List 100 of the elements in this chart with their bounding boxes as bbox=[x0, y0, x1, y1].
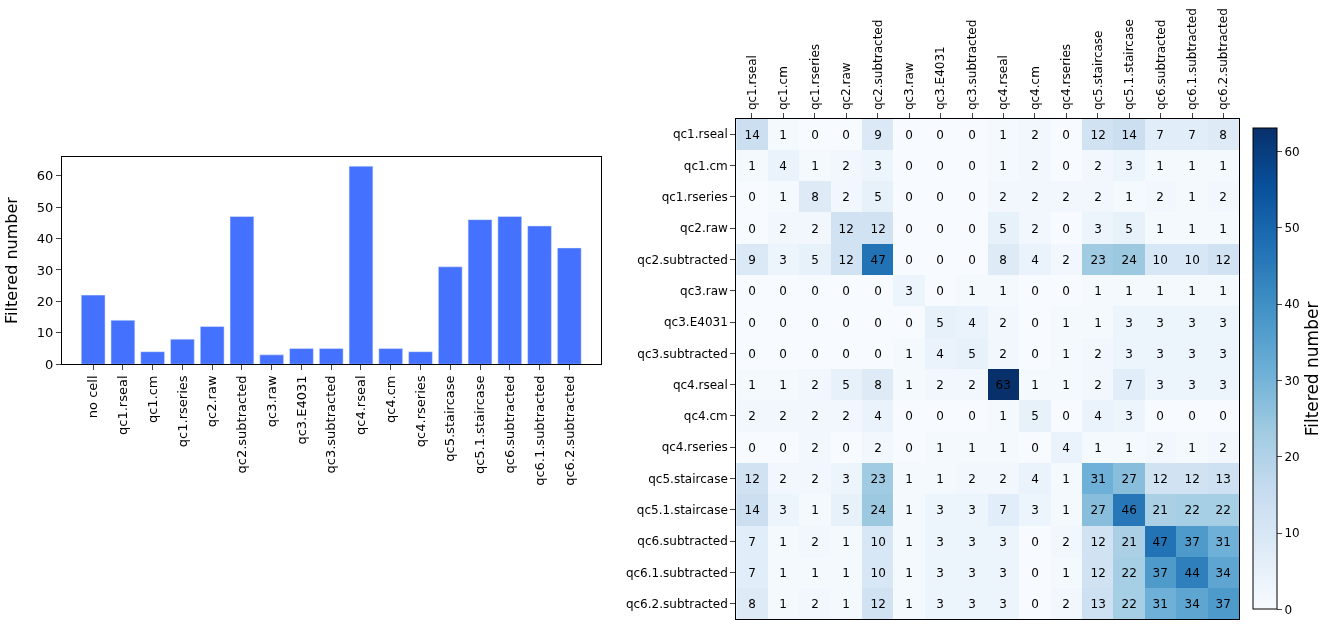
data-label: 4 bbox=[779, 158, 788, 173]
data-label: 1 bbox=[1125, 189, 1134, 204]
data-label: 12 bbox=[838, 252, 854, 267]
data-label: 0 bbox=[1062, 127, 1071, 142]
data-label: 12 bbox=[870, 221, 886, 236]
color-bar-label: 0 bbox=[1284, 602, 1293, 617]
data-label: 1 bbox=[842, 565, 851, 580]
data-label: 2 bbox=[748, 408, 757, 423]
x-tick-label: qc2.subtracted bbox=[234, 375, 250, 474]
data-label: 1 bbox=[1156, 221, 1165, 236]
data-label: 1 bbox=[842, 596, 851, 611]
data-label: 2 bbox=[1062, 534, 1071, 549]
data-label: 24 bbox=[1121, 252, 1137, 267]
data-label: 1 bbox=[1062, 377, 1071, 392]
y-tick-label: 10 bbox=[36, 325, 54, 341]
data-label: 7 bbox=[748, 534, 757, 549]
data-label: 2 bbox=[874, 440, 883, 455]
data-label: 0 bbox=[1031, 440, 1040, 455]
x-tick-label: qc4.rseal bbox=[996, 55, 1011, 111]
data-label: 1 bbox=[905, 502, 914, 517]
data-label: 1 bbox=[811, 158, 820, 173]
data-label: 0 bbox=[811, 127, 820, 142]
data-label: 0 bbox=[1031, 596, 1040, 611]
data-label: 34 bbox=[1215, 565, 1231, 580]
data-label: 0 bbox=[1062, 158, 1071, 173]
data-label: 3 bbox=[1156, 346, 1165, 361]
data-label: 12 bbox=[1215, 252, 1231, 267]
data-label: 3 bbox=[936, 534, 945, 549]
data-label: 3 bbox=[968, 502, 977, 517]
data-label: 1 bbox=[1156, 158, 1165, 173]
data-label: 0 bbox=[936, 158, 945, 173]
data-label: 0 bbox=[779, 283, 788, 298]
bar bbox=[229, 216, 255, 365]
data-label: 21 bbox=[1152, 502, 1168, 517]
data-label: 14 bbox=[744, 502, 760, 517]
data-label: 0 bbox=[1062, 283, 1071, 298]
data-label: 37 bbox=[1184, 534, 1200, 549]
color-bar-title: Filtered number bbox=[1301, 301, 1322, 437]
data-label: 1 bbox=[748, 377, 757, 392]
data-label: 1 bbox=[1062, 315, 1071, 330]
data-label: 2 bbox=[1094, 158, 1103, 173]
x-tick-label: qc3.subtracted bbox=[964, 19, 979, 111]
data-label: 2 bbox=[779, 221, 788, 236]
data-label: 1 bbox=[1062, 346, 1071, 361]
data-label: 3 bbox=[936, 502, 945, 517]
data-label: 3 bbox=[999, 596, 1008, 611]
data-label: 12 bbox=[1090, 127, 1106, 142]
data-label: 0 bbox=[1031, 534, 1040, 549]
bar bbox=[527, 225, 552, 365]
bar bbox=[557, 247, 582, 365]
data-label: 8 bbox=[874, 377, 883, 392]
data-label: 0 bbox=[748, 440, 757, 455]
x-tick-label: qc3.E4031 bbox=[293, 375, 309, 445]
data-label: 2 bbox=[968, 471, 977, 486]
data-label: 0 bbox=[1031, 565, 1040, 580]
data-label: 3 bbox=[1219, 377, 1228, 392]
data-label: 3 bbox=[779, 502, 788, 517]
data-label: 1 bbox=[1188, 158, 1197, 173]
data-label: 0 bbox=[811, 315, 820, 330]
x-tick-label: qc3.raw bbox=[263, 375, 279, 428]
data-label: 0 bbox=[1156, 408, 1165, 423]
x-tick-label: no cell bbox=[85, 375, 101, 419]
data-label: 2 bbox=[811, 377, 820, 392]
data-label: 1 bbox=[779, 377, 788, 392]
data-label: 1 bbox=[905, 471, 914, 486]
data-label: 10 bbox=[1152, 252, 1168, 267]
data-label: 12 bbox=[1152, 471, 1168, 486]
data-label: 0 bbox=[842, 440, 851, 455]
data-label: 1 bbox=[1219, 158, 1228, 173]
bar bbox=[319, 348, 344, 365]
data-label: 2 bbox=[1094, 377, 1103, 392]
y-tick-label: 20 bbox=[36, 293, 54, 309]
data-label: 0 bbox=[748, 283, 757, 298]
data-label: 23 bbox=[870, 471, 886, 486]
x-tick-label: qc2.raw bbox=[839, 62, 854, 111]
data-label: 2 bbox=[1094, 189, 1103, 204]
x-tick-label: qc6.1.subtracted bbox=[1185, 8, 1200, 111]
data-label: 46 bbox=[1121, 502, 1137, 517]
data-label: 2 bbox=[779, 408, 788, 423]
data-label: 12 bbox=[1184, 471, 1200, 486]
bar bbox=[80, 294, 106, 365]
color-bar-label: 10 bbox=[1284, 526, 1300, 541]
y-tick-label: qc3.E4031 bbox=[664, 315, 728, 330]
data-label: 5 bbox=[936, 315, 945, 330]
bar bbox=[348, 165, 374, 365]
data-label: 1 bbox=[1062, 502, 1071, 517]
data-label: 0 bbox=[1062, 408, 1071, 423]
data-label: 3 bbox=[1188, 346, 1197, 361]
data-label: 0 bbox=[905, 315, 914, 330]
data-label: 13 bbox=[1090, 596, 1106, 611]
bar bbox=[408, 351, 433, 365]
x-tick-label: qc6.2.subtracted bbox=[1216, 8, 1231, 111]
data-label: 1 bbox=[936, 440, 945, 455]
data-label: 1 bbox=[1219, 283, 1228, 298]
data-label: 1 bbox=[1094, 440, 1103, 455]
data-label: 0 bbox=[968, 221, 977, 236]
data-label: 3 bbox=[936, 565, 945, 580]
data-label: 0 bbox=[874, 346, 883, 361]
x-tick-label: qc2.raw bbox=[204, 375, 220, 428]
y-tick-label: qc6.1.subtracted bbox=[625, 565, 728, 580]
